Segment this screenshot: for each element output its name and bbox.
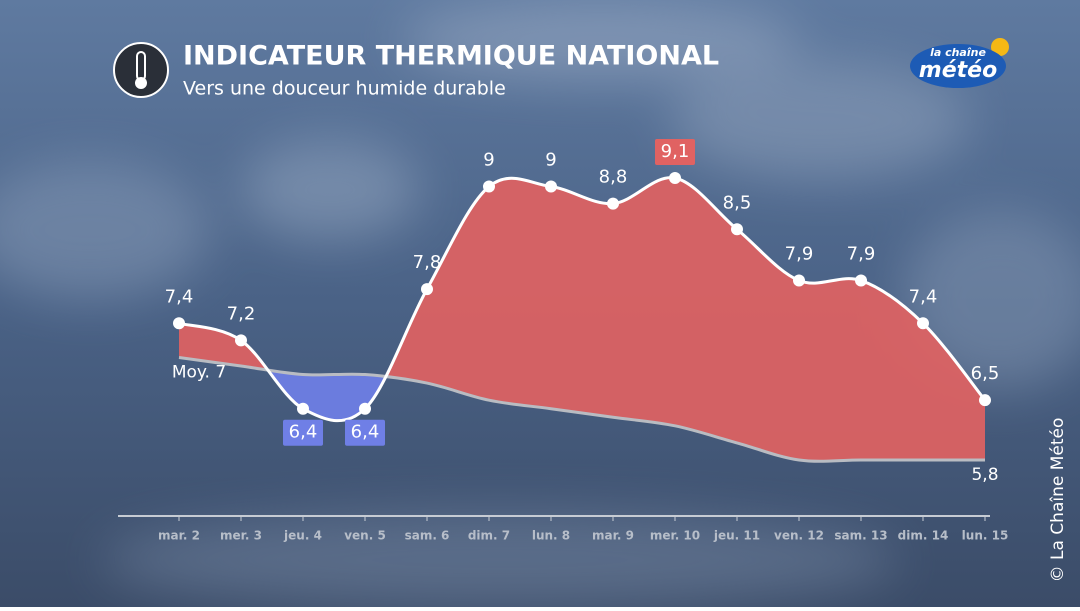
x-tick-label: mer. 3	[220, 529, 262, 543]
value-label: 7,9	[847, 244, 876, 265]
value-label: 9,1	[661, 141, 690, 162]
data-point	[917, 317, 929, 330]
value-label: 7,8	[413, 252, 442, 273]
value-label: 6,4	[289, 422, 318, 443]
normal-label: 5,8	[971, 465, 998, 485]
value-label-box	[655, 139, 695, 165]
x-tick-label: jeu. 11	[713, 529, 760, 543]
thermometer-icon	[113, 42, 169, 98]
data-point	[669, 172, 681, 184]
data-point	[235, 334, 247, 347]
data-point	[979, 394, 991, 407]
value-label: 6,4	[351, 422, 380, 443]
x-tick-label: sam. 13	[834, 529, 887, 543]
logo-top: la chaîne	[930, 46, 986, 59]
logo-sun	[991, 38, 1009, 56]
temperature-line	[178, 176, 987, 423]
x-tick-label: lun. 8	[532, 529, 570, 543]
data-point	[545, 180, 557, 193]
chart-title: INDICATEUR THERMIQUE NATIONAL	[183, 41, 719, 72]
normal-line	[178, 355, 985, 463]
logo-bottom: météo	[919, 58, 997, 83]
data-point	[731, 223, 743, 236]
x-tick-label: sam. 6	[405, 529, 450, 543]
value-label: 7,2	[227, 303, 256, 324]
data-point	[483, 180, 495, 193]
x-tick-label: dim. 7	[468, 529, 510, 543]
data-point	[607, 197, 619, 210]
x-tick-label: mar. 2	[158, 529, 200, 543]
value-label: 8,5	[723, 192, 752, 213]
value-label-box	[283, 419, 323, 446]
chart-subtitle: Vers une douceur humide durable	[183, 78, 506, 100]
x-tick-label: lun. 15	[962, 529, 1009, 543]
data-point	[297, 402, 309, 415]
credit: © La Chaîne Météo	[1048, 418, 1068, 583]
value-label: 9	[545, 150, 556, 171]
value-label: 7,4	[165, 286, 194, 307]
thermometer-bulb	[135, 77, 147, 89]
logo-badge	[910, 44, 1006, 88]
data-point	[359, 402, 371, 415]
x-tick-label: mar. 9	[592, 529, 634, 543]
data-point	[793, 274, 805, 287]
value-label: 7,9	[785, 244, 814, 265]
value-label: 8,8	[599, 167, 628, 188]
area-above	[179, 177, 985, 462]
x-tick-label: jeu. 4	[283, 529, 322, 543]
x-tick-label: ven. 5	[344, 529, 386, 543]
value-label: 6,5	[971, 363, 1000, 384]
normal-label: Moy. 7	[172, 362, 226, 382]
data-point	[855, 274, 867, 287]
value-label-box	[345, 419, 385, 446]
data-point	[421, 283, 433, 296]
value-label: 9	[483, 150, 494, 171]
value-label: 7,4	[909, 286, 938, 307]
x-tick-label: ven. 12	[774, 529, 824, 543]
x-tick-label: dim. 14	[898, 529, 949, 543]
logo: la chaîne météo	[910, 38, 1009, 88]
x-tick-label: mer. 10	[650, 529, 700, 543]
data-point	[173, 317, 185, 330]
